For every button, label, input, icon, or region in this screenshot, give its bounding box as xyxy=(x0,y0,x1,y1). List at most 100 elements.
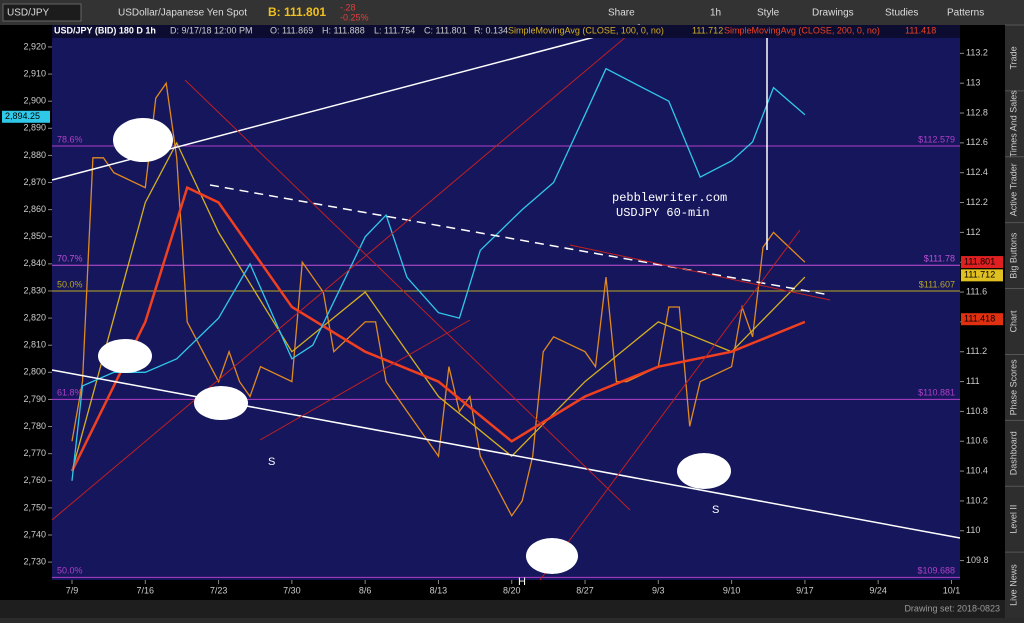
x-tick-label: 7/23 xyxy=(210,585,228,595)
y-tick-label: 113.2 xyxy=(966,48,988,58)
y-tick-label: 110.6 xyxy=(966,436,988,446)
price-tag-label: 111.801 xyxy=(964,256,995,266)
marker-ellipse xyxy=(194,386,248,420)
sma-value: 111.418 xyxy=(905,25,936,35)
interval-button[interactable]: 1h xyxy=(710,8,721,19)
trendline xyxy=(184,79,631,511)
side-tab[interactable]: Big Buttons xyxy=(1008,232,1018,279)
x-tick-label: 8/6 xyxy=(359,585,372,595)
annotation: H xyxy=(518,576,526,588)
fib-price: $112.579 xyxy=(918,134,955,144)
x-tick-label: 9/3 xyxy=(652,585,665,595)
drawings-button[interactable]: Drawings xyxy=(812,8,854,19)
drawing-set: Drawing set: 2018-0823 xyxy=(904,603,1000,613)
sma-name: SimpleMovingAvg (CLOSE, 100, 0, no) xyxy=(508,25,664,35)
y-tick-label: 112 xyxy=(966,227,980,237)
y-tick-label: 110.4 xyxy=(966,465,988,475)
price-tag xyxy=(961,256,1003,269)
sma-name: SimpleMovingAvg (CLOSE, 200, 0, no) xyxy=(724,25,880,35)
side-tab[interactable]: Chart xyxy=(1008,310,1018,333)
trendlines xyxy=(51,24,961,581)
y-tick-label: 110 xyxy=(966,525,980,535)
y-tick-label: 112.2 xyxy=(966,197,988,207)
info: D: 9/17/18 12:00 PM xyxy=(170,25,253,35)
fib-ratio: 61.8% xyxy=(57,388,83,398)
trendline xyxy=(569,244,831,301)
series-line xyxy=(70,185,806,472)
side-tab[interactable]: Level II xyxy=(1008,505,1018,534)
trendline xyxy=(259,319,471,441)
toolbar xyxy=(0,0,1024,25)
left-price-tag xyxy=(2,110,50,123)
sma-value: 111.712 xyxy=(692,25,723,35)
info: L: 111.754 xyxy=(374,25,415,35)
side-tab[interactable]: Times And Sales xyxy=(1008,90,1018,158)
y2-tick-label: 2,770 xyxy=(23,448,46,458)
footer-bar xyxy=(0,600,1005,618)
bid: B: 111.801 xyxy=(268,5,326,19)
y-tick-label: 110.2 xyxy=(966,495,988,505)
info: R: 0.134 xyxy=(474,25,508,35)
y2-tick-label: 2,740 xyxy=(23,529,46,539)
y2-tick-label: 2,790 xyxy=(23,394,46,404)
side-tab[interactable]: Phase Scores xyxy=(1008,359,1018,416)
y2-tick-label: 2,820 xyxy=(23,312,46,322)
plot: 78.6% $112.579 70.7% $111.78 50.0% $111.607 61… xyxy=(52,67,960,578)
y2-tick-label: 2,800 xyxy=(23,367,46,377)
x-tick-label: 8/20 xyxy=(503,585,521,595)
info: C: 111.801 xyxy=(424,25,467,35)
price-tag xyxy=(961,269,1003,282)
style-button[interactable]: Style xyxy=(757,8,780,19)
y-tick-label: 112.4 xyxy=(966,167,988,177)
y2-tick-label: 2,760 xyxy=(23,475,46,485)
side-tab[interactable]: Trade xyxy=(1008,46,1018,69)
plot-area xyxy=(52,25,960,580)
header-bg xyxy=(52,25,960,38)
fib-price: $110.881 xyxy=(918,388,955,398)
fib-ratio: 78.6% xyxy=(57,134,83,144)
x-tick-label: 7/16 xyxy=(137,585,155,595)
fib-ratio: 70.7% xyxy=(57,254,83,264)
fib-ratio: 50.0% xyxy=(57,566,83,576)
info: O: 111.869 xyxy=(270,25,313,35)
y2-tick-label: 2,890 xyxy=(23,123,46,133)
x-tick-label: 7/30 xyxy=(283,585,301,595)
change: -.28 xyxy=(340,2,356,12)
patterns-button[interactable]: Patterns xyxy=(947,8,984,19)
y2-tick-label: 2,850 xyxy=(23,231,46,241)
side-tab[interactable]: Dashboard xyxy=(1008,431,1018,475)
y-tick-label: 112.6 xyxy=(966,137,988,147)
side-panel xyxy=(1005,25,1024,618)
info: H: 111.888 xyxy=(322,25,365,35)
y2-tick-label: 2,840 xyxy=(23,258,46,268)
left-price-tag-label: 2,894.25 xyxy=(5,111,40,121)
y-tick-label: 109.8 xyxy=(966,555,989,565)
y-tick-label: 111 xyxy=(966,376,980,386)
description: USDollar/Japanese Yen Spot xyxy=(118,8,247,19)
y-tick-label: 112.8 xyxy=(966,107,988,117)
trendline xyxy=(539,229,801,581)
studies-button[interactable]: Studies xyxy=(885,8,918,19)
price-tag xyxy=(961,313,1003,326)
share-button[interactable]: Share xyxy=(608,8,635,19)
side-tab[interactable]: Active Trader xyxy=(1008,163,1018,216)
y2-tick-label: 2,780 xyxy=(23,421,46,431)
y-tick-label: 111.6 xyxy=(966,286,987,296)
x-tick-label: 9/10 xyxy=(723,585,741,595)
x-tick-label: 8/27 xyxy=(576,585,594,595)
price-tag-label: 111.712 xyxy=(964,270,995,280)
x-tick-label: 9/17 xyxy=(796,585,814,595)
y2-tick-label: 2,810 xyxy=(23,340,46,350)
price-tag-label: 111.418 xyxy=(964,314,995,324)
side-tab[interactable]: Live News xyxy=(1008,564,1018,606)
symbol: USD/JPY xyxy=(7,8,50,19)
marker-ellipse xyxy=(113,118,173,162)
symbol-box[interactable] xyxy=(2,3,82,22)
series-line xyxy=(71,141,806,472)
annotation: pebblewriter.com xyxy=(612,191,727,205)
y2-tick-label: 2,870 xyxy=(23,177,46,187)
x-tick-label: 8/13 xyxy=(430,585,448,595)
fib-ratio: 50.0% xyxy=(57,279,83,289)
y2-tick-label: 2,920 xyxy=(23,41,46,51)
